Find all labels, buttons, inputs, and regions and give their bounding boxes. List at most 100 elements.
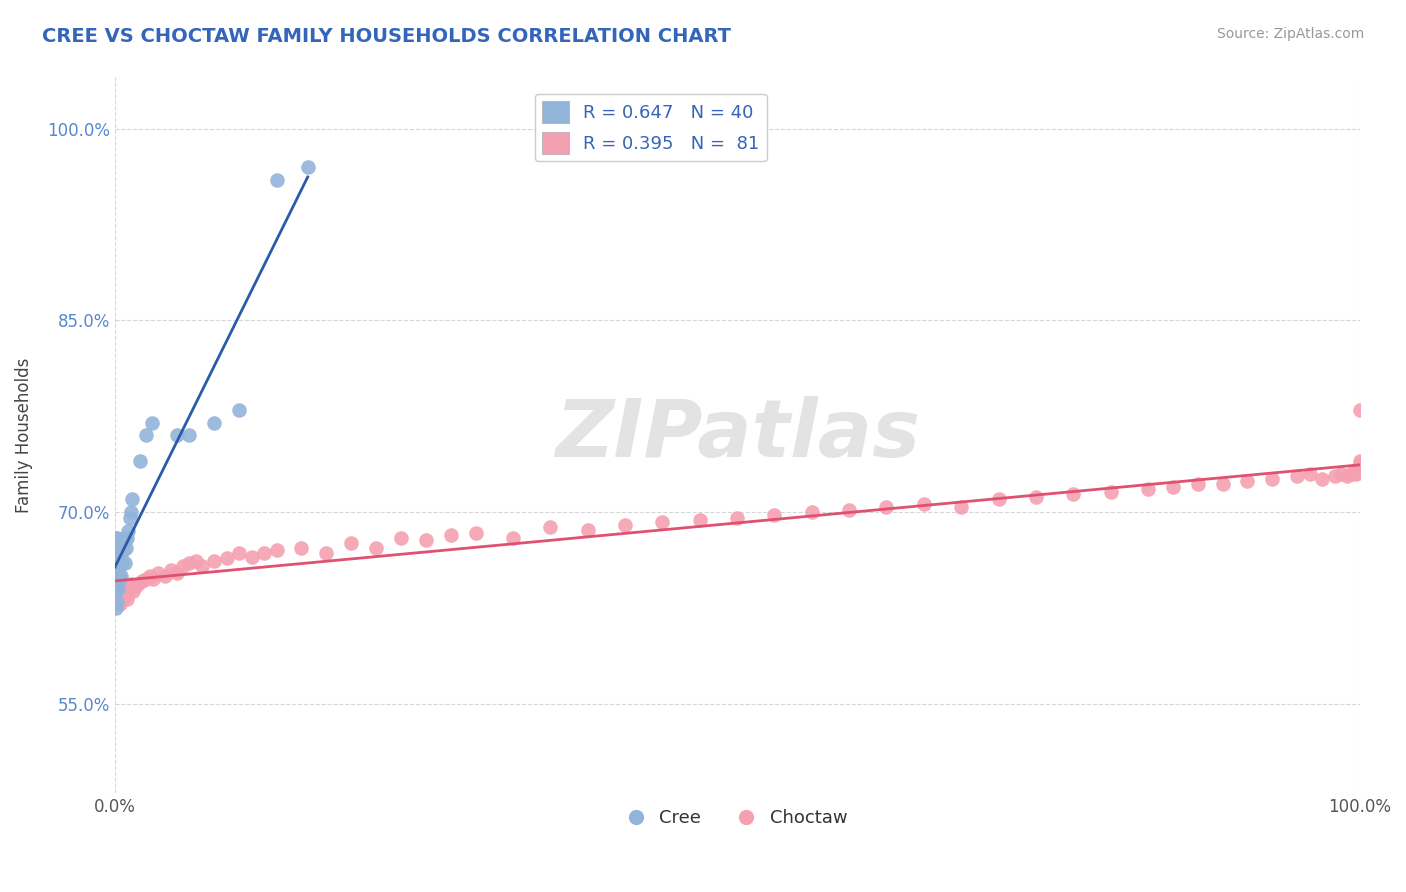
Point <box>228 402 250 417</box>
Point <box>104 601 127 615</box>
Point <box>266 543 288 558</box>
Point <box>121 492 143 507</box>
Point <box>1286 469 1309 483</box>
Point <box>108 572 131 586</box>
Point <box>179 556 201 570</box>
Point <box>110 588 132 602</box>
Point <box>1344 467 1367 481</box>
Point <box>389 531 412 545</box>
Point <box>107 582 129 596</box>
Point <box>118 511 141 525</box>
Point <box>1299 467 1322 481</box>
Point <box>253 546 276 560</box>
Point <box>725 511 748 525</box>
Point <box>104 563 127 577</box>
Point <box>115 592 138 607</box>
Point <box>290 541 312 555</box>
Point <box>153 569 176 583</box>
Point <box>538 520 561 534</box>
Point <box>1310 472 1333 486</box>
Point <box>104 582 127 596</box>
Point <box>105 546 128 560</box>
Point <box>108 554 131 568</box>
Point <box>142 572 165 586</box>
Point <box>912 498 935 512</box>
Point <box>104 549 127 564</box>
Text: ZIPatlas: ZIPatlas <box>554 396 920 475</box>
Point <box>114 590 136 604</box>
Point <box>120 576 142 591</box>
Point <box>104 556 127 570</box>
Point <box>135 428 157 442</box>
Point <box>1346 464 1368 478</box>
Point <box>876 500 898 514</box>
Point <box>838 502 860 516</box>
Point <box>1236 475 1258 489</box>
Point <box>1323 469 1346 483</box>
Point <box>1336 469 1358 483</box>
Point <box>614 517 637 532</box>
Point <box>240 549 263 564</box>
Point <box>1347 461 1369 475</box>
Point <box>576 523 599 537</box>
Point <box>179 428 201 442</box>
Point <box>115 541 138 555</box>
Point <box>440 528 463 542</box>
Point <box>104 588 127 602</box>
Point <box>111 556 134 570</box>
Point <box>127 576 149 591</box>
Point <box>1187 477 1209 491</box>
Point <box>110 569 132 583</box>
Point <box>128 454 150 468</box>
Point <box>1330 467 1353 481</box>
Point <box>950 500 973 514</box>
Point <box>297 160 319 174</box>
Point <box>105 594 128 608</box>
Point <box>1341 467 1364 481</box>
Point <box>1261 472 1284 486</box>
Point <box>125 579 148 593</box>
Point <box>266 172 288 186</box>
Point <box>117 587 139 601</box>
Point <box>215 551 238 566</box>
Point <box>340 535 363 549</box>
Point <box>117 524 139 539</box>
Point <box>1062 487 1084 501</box>
Point <box>1339 467 1361 481</box>
Point <box>131 574 153 588</box>
Point <box>118 582 141 596</box>
Point <box>110 549 132 564</box>
Point <box>763 508 786 522</box>
Point <box>107 592 129 607</box>
Point <box>108 597 131 611</box>
Text: CREE VS CHOCTAW FAMILY HOUSEHOLDS CORRELATION CHART: CREE VS CHOCTAW FAMILY HOUSEHOLDS CORREL… <box>42 27 731 45</box>
Point <box>1348 457 1371 471</box>
Point <box>159 563 181 577</box>
Point <box>104 582 127 596</box>
Point <box>1348 402 1371 417</box>
Point <box>105 531 128 545</box>
Point <box>122 584 145 599</box>
Point <box>1212 477 1234 491</box>
Point <box>104 563 127 577</box>
Point <box>104 531 127 545</box>
Point <box>800 505 823 519</box>
Point <box>202 416 225 430</box>
Point <box>104 569 127 583</box>
Point <box>1136 482 1159 496</box>
Point <box>1099 484 1122 499</box>
Point <box>112 587 135 601</box>
Point <box>366 541 388 555</box>
Point <box>689 513 711 527</box>
Point <box>502 531 524 545</box>
Point <box>191 558 214 573</box>
Text: Source: ZipAtlas.com: Source: ZipAtlas.com <box>1216 27 1364 41</box>
Point <box>184 554 207 568</box>
Point <box>1161 479 1184 493</box>
Point <box>1348 454 1371 468</box>
Point <box>202 554 225 568</box>
Point <box>141 416 163 430</box>
Point <box>120 505 142 519</box>
Point <box>135 572 157 586</box>
Point <box>1025 490 1047 504</box>
